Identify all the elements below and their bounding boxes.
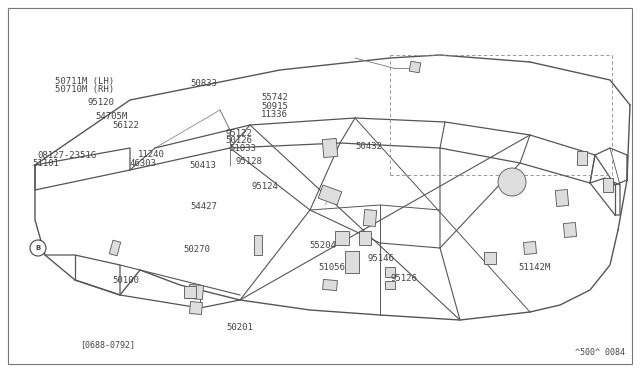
Text: 51033: 51033 [229, 144, 256, 153]
Text: 56122: 56122 [113, 121, 140, 130]
Polygon shape [109, 240, 121, 256]
Text: 50711M (LH): 50711M (LH) [55, 77, 114, 86]
Text: [0688-0792]: [0688-0792] [80, 340, 135, 350]
Text: 50710M (RH): 50710M (RH) [55, 85, 114, 94]
Polygon shape [184, 286, 196, 298]
Text: 55742: 55742 [261, 93, 288, 102]
Polygon shape [359, 231, 371, 245]
Text: 50413: 50413 [189, 161, 216, 170]
Text: 95122: 95122 [225, 129, 252, 138]
Polygon shape [577, 151, 587, 165]
Polygon shape [345, 251, 359, 273]
Polygon shape [323, 138, 338, 158]
Polygon shape [563, 222, 577, 237]
Text: 46303: 46303 [130, 159, 157, 168]
Polygon shape [484, 252, 496, 264]
Text: 55204: 55204 [309, 241, 336, 250]
Text: 50432: 50432 [355, 142, 382, 151]
Polygon shape [335, 231, 349, 245]
Polygon shape [409, 61, 420, 73]
Text: 51056: 51056 [319, 263, 346, 272]
Polygon shape [318, 185, 342, 205]
Polygon shape [385, 281, 395, 289]
Text: 95128: 95128 [236, 157, 262, 166]
Text: 50100: 50100 [113, 276, 140, 285]
Text: 50201: 50201 [226, 323, 253, 332]
Text: 95126: 95126 [390, 274, 417, 283]
Text: 50270: 50270 [183, 245, 210, 254]
Text: 95146: 95146 [368, 254, 395, 263]
Text: 95120: 95120 [87, 98, 114, 107]
Text: 08127-2351G: 08127-2351G [37, 151, 96, 160]
Text: 11336: 11336 [261, 110, 288, 119]
Polygon shape [188, 285, 204, 299]
Polygon shape [364, 209, 377, 227]
Text: 50833: 50833 [191, 79, 218, 88]
Polygon shape [603, 178, 613, 192]
Circle shape [498, 168, 526, 196]
Text: 95124: 95124 [252, 182, 278, 190]
Polygon shape [524, 241, 536, 254]
Text: 11240: 11240 [138, 150, 165, 159]
Text: ^500^ 0084: ^500^ 0084 [575, 348, 625, 357]
Polygon shape [556, 189, 569, 206]
Polygon shape [254, 235, 262, 255]
Text: 50915: 50915 [261, 102, 288, 110]
Polygon shape [385, 267, 395, 277]
Text: 54705M: 54705M [96, 112, 128, 121]
Circle shape [30, 240, 46, 256]
Text: 54427: 54427 [191, 202, 218, 211]
Text: B: B [35, 245, 40, 251]
Polygon shape [189, 301, 202, 314]
Text: 51142M: 51142M [518, 263, 550, 272]
Text: 50126: 50126 [225, 136, 252, 145]
Text: 51101: 51101 [32, 159, 59, 168]
Polygon shape [323, 279, 337, 291]
